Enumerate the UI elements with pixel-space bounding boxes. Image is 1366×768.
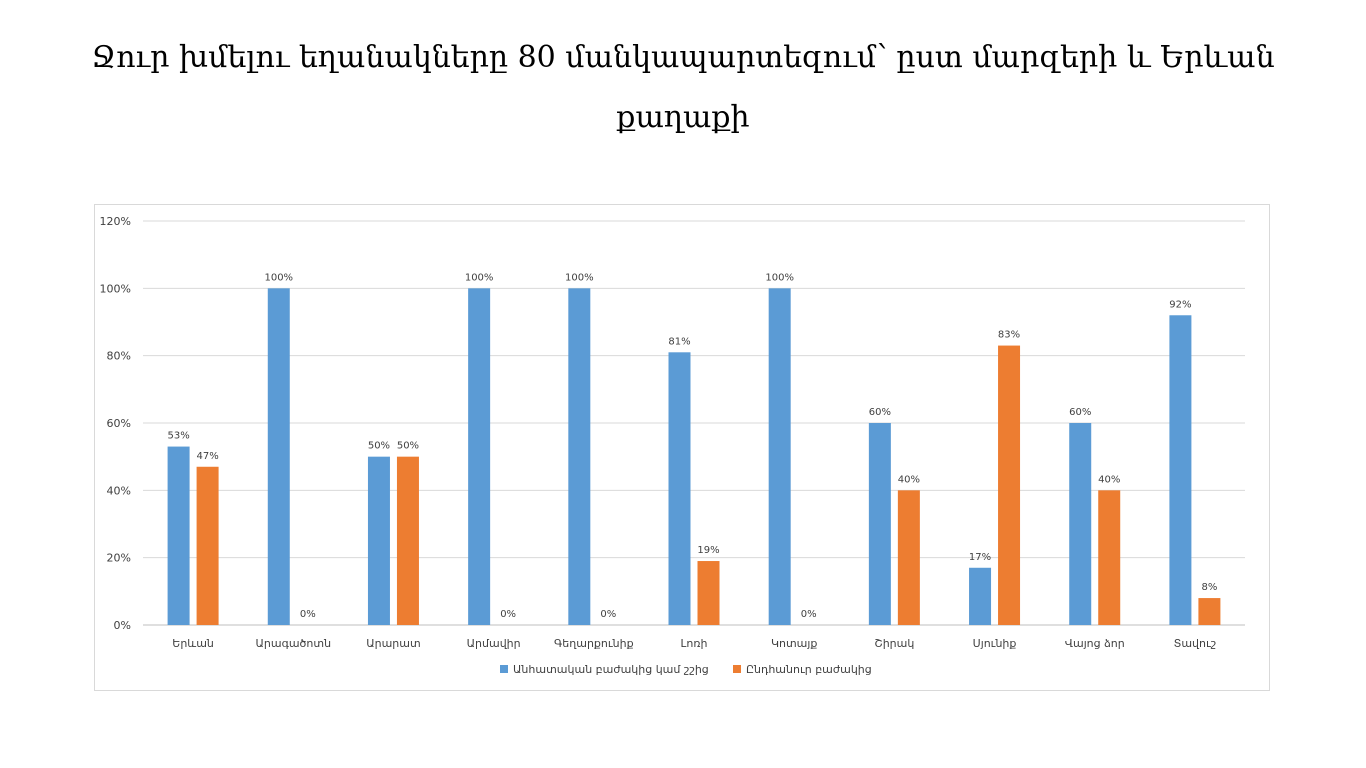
- data-label: 50%: [368, 441, 390, 452]
- bar-individual: [969, 567, 992, 625]
- y-tick-label: 20%: [107, 552, 131, 565]
- bar-individual: [367, 456, 390, 625]
- category-label: Երևան: [172, 637, 214, 650]
- bar-individual: [868, 423, 891, 625]
- data-label: 0%: [600, 609, 616, 620]
- y-tick-label: 0%: [114, 619, 131, 632]
- bar-individual: [768, 288, 791, 625]
- bar-shared: [897, 490, 920, 625]
- data-label: 81%: [668, 336, 690, 347]
- category-label: Լոռի: [681, 637, 708, 650]
- data-label: 60%: [1069, 407, 1091, 418]
- data-label: 47%: [196, 451, 218, 462]
- chart-area: 0% 20% 40% 60% 80% 100% 120% 53% 47% Երևան 100% 0% Ա…: [94, 204, 1270, 691]
- bar-individual: [1069, 423, 1092, 625]
- bar-individual: [668, 352, 691, 625]
- data-label: 19%: [697, 545, 719, 556]
- slide-title: Ջուր խմելու եղանակները 80 մանկապարտեզում…: [91, 40, 1275, 135]
- data-label: 0%: [500, 609, 516, 620]
- y-tick-label: 60%: [107, 417, 131, 430]
- data-label: 100%: [465, 272, 494, 283]
- bar-individual: [468, 288, 491, 625]
- category-label: Վայոց ձոր: [1065, 637, 1125, 650]
- category-label: Շիրակ: [874, 637, 914, 650]
- data-label: 0%: [801, 609, 817, 620]
- legend-swatch: [500, 665, 508, 673]
- bar-shared: [396, 456, 419, 625]
- data-label: 50%: [397, 441, 419, 452]
- bar-shared: [697, 561, 720, 625]
- bar-individual: [1169, 315, 1192, 625]
- data-label: 40%: [1098, 474, 1120, 485]
- data-label: 92%: [1169, 299, 1191, 310]
- category-label: Կոտայք: [771, 637, 817, 650]
- bar-shared: [998, 345, 1021, 625]
- legend-label: Ընդհանուր բաժակից: [746, 663, 872, 676]
- y-tick-label: 120%: [100, 215, 131, 228]
- category-label: Արարատ: [366, 637, 421, 650]
- category-label: Արմավիր: [467, 637, 521, 650]
- legend-label: Անհատական բաժակից կամ շշից: [513, 663, 709, 676]
- y-tick-label: 100%: [100, 282, 131, 295]
- y-tick-label: 80%: [107, 350, 131, 363]
- bar-individual: [167, 446, 190, 625]
- bar-individual: [568, 288, 591, 625]
- category-label: Սյունիք: [973, 637, 1017, 650]
- data-label: 83%: [998, 330, 1020, 341]
- data-label: 40%: [898, 474, 920, 485]
- y-tick-label: 40%: [107, 484, 131, 497]
- legend-swatch: [733, 665, 741, 673]
- data-label: 0%: [300, 609, 316, 620]
- category-label: Արագածոտն: [255, 637, 331, 650]
- data-label: 8%: [1201, 582, 1217, 593]
- data-label: 53%: [167, 431, 189, 442]
- bar-shared: [1098, 490, 1121, 625]
- data-label: 60%: [869, 407, 891, 418]
- data-label: 100%: [565, 272, 594, 283]
- category-label: Տավուշ: [1174, 637, 1217, 650]
- data-label: 100%: [765, 272, 794, 283]
- bar-individual: [267, 288, 290, 625]
- bar-shared: [1198, 598, 1221, 625]
- bar-chart: 0% 20% 40% 60% 80% 100% 120% 53% 47% Երևան 100% 0% Ա…: [100, 215, 1245, 676]
- data-label: 17%: [969, 552, 991, 563]
- bar-shared: [196, 466, 219, 625]
- data-label: 100%: [264, 272, 293, 283]
- category-label: Գեղարքունիք: [554, 637, 634, 650]
